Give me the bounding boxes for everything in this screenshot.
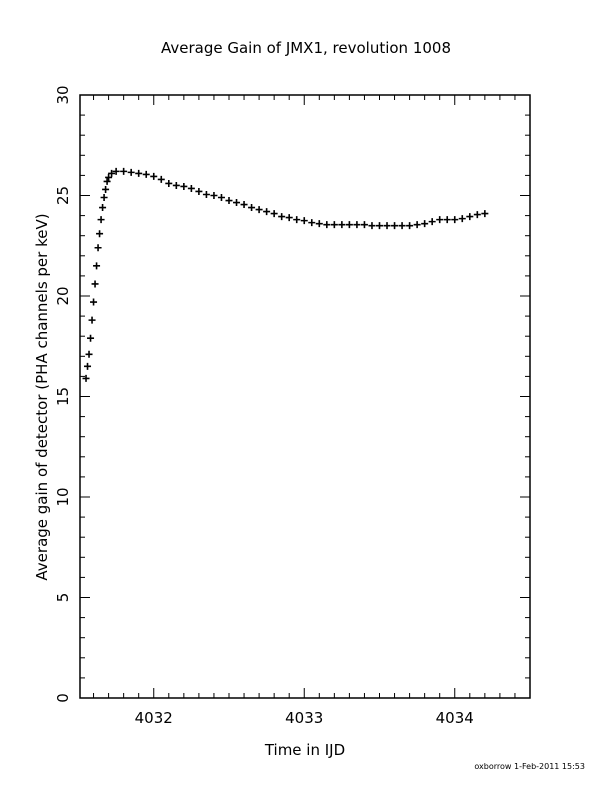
- data-point: [466, 213, 474, 221]
- data-point: [217, 194, 225, 202]
- data-point: [82, 374, 90, 382]
- chart-title: Average Gain of JMX1, revolution 1008: [161, 39, 451, 57]
- data-point: [142, 170, 150, 178]
- data-point: [451, 216, 459, 224]
- data-point: [120, 167, 128, 175]
- data-point: [240, 201, 248, 209]
- y-tick-label: 0: [54, 693, 72, 703]
- data-point: [108, 169, 116, 177]
- data-point: [398, 222, 406, 230]
- data-point: [84, 362, 92, 370]
- data-point: [338, 221, 346, 229]
- data-point: [165, 179, 173, 187]
- data-point: [473, 211, 481, 219]
- data-point: [225, 197, 233, 205]
- data-point: [436, 216, 444, 224]
- data-point: [255, 206, 263, 214]
- y-tick-label: 30: [54, 85, 72, 104]
- axis-ticks: [80, 94, 531, 699]
- data-point: [458, 215, 466, 223]
- data-point: [345, 221, 353, 229]
- footer-stamp: oxborrow 1-Feb-2011 15:53: [474, 762, 585, 771]
- data-point: [100, 194, 108, 202]
- data-point: [157, 175, 165, 183]
- data-point: [87, 334, 95, 342]
- data-point: [406, 222, 414, 230]
- data-point: [90, 298, 98, 306]
- data-point: [97, 216, 105, 224]
- y-tick-labels: 0 5 10 15 20 25 30: [54, 85, 72, 702]
- data-point: [293, 216, 301, 224]
- y-axis-label: Average gain of detector (PHA channels p…: [33, 213, 51, 580]
- data-point: [443, 216, 451, 224]
- data-point: [263, 208, 271, 216]
- y-tick-label: 15: [54, 387, 72, 406]
- data-points: [82, 167, 489, 382]
- data-point: [85, 350, 93, 358]
- data-point: [202, 190, 210, 198]
- data-point: [127, 168, 135, 176]
- data-point: [102, 185, 110, 193]
- data-point: [210, 192, 218, 199]
- data-point: [248, 204, 256, 212]
- data-point: [285, 214, 293, 222]
- plot-frame: [79, 94, 531, 699]
- data-point: [270, 210, 278, 218]
- data-point: [96, 230, 104, 238]
- data-point: [88, 316, 96, 324]
- data-point: [187, 184, 195, 192]
- y-tick-label: 20: [54, 286, 72, 305]
- data-point: [112, 167, 120, 175]
- data-point: [383, 222, 391, 230]
- data-point: [330, 221, 338, 229]
- data-point: [195, 187, 203, 195]
- data-point: [375, 222, 383, 230]
- data-point: [99, 204, 107, 212]
- data-point: [94, 244, 102, 252]
- data-point: [278, 213, 286, 221]
- data-point: [300, 217, 308, 225]
- x-tick-label: 4033: [285, 709, 323, 727]
- data-point: [421, 220, 429, 228]
- data-point: [91, 280, 99, 288]
- data-point: [103, 177, 111, 185]
- data-point: [413, 221, 421, 229]
- data-point: [368, 222, 376, 230]
- y-tick-label: 5: [54, 593, 72, 603]
- data-point: [105, 173, 113, 181]
- data-point: [93, 262, 101, 270]
- data-point: [353, 221, 361, 229]
- data-point: [172, 181, 180, 189]
- data-point: [481, 210, 489, 218]
- data-point: [323, 221, 331, 229]
- data-point: [180, 182, 188, 190]
- data-point: [315, 220, 323, 228]
- y-tick-label: 25: [54, 186, 72, 205]
- data-point: [428, 218, 436, 226]
- x-tick-labels: 4032 4033 4034: [135, 709, 474, 727]
- data-point: [150, 172, 158, 180]
- x-tick-label: 4032: [135, 709, 173, 727]
- data-point: [391, 222, 399, 230]
- data-point: [135, 169, 143, 177]
- x-tick-label: 4034: [436, 709, 474, 727]
- y-tick-label: 10: [54, 487, 72, 506]
- data-point: [233, 199, 241, 207]
- x-axis-label: Time in IJD: [264, 741, 345, 759]
- data-point: [360, 221, 368, 229]
- data-point: [308, 219, 316, 227]
